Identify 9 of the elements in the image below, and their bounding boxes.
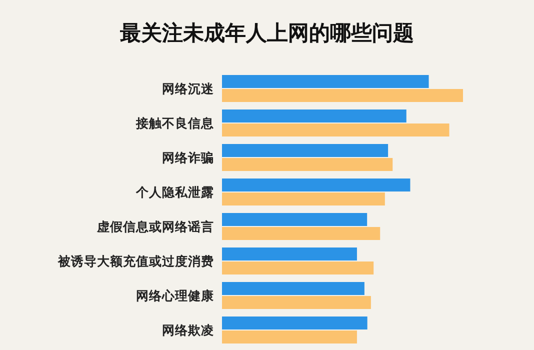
y-tick-label: 被诱导大额充值或过度消费 xyxy=(57,254,214,268)
y-tick-label: 虚假信息或网络谣言 xyxy=(96,219,214,234)
y-tick-label: 网络诈骗 xyxy=(162,150,214,165)
y-tick-label: 网络沉迷 xyxy=(162,81,214,96)
y-tick-label: 接触不良信息 xyxy=(135,116,215,130)
y-tick-label: 个人隐私泄露 xyxy=(135,184,214,200)
y-tick-label: 网络心理健康 xyxy=(136,288,215,303)
chart-title: 最关注未成年人上网的哪些问题 xyxy=(119,21,414,45)
y-tick-label: 网络欺凌 xyxy=(162,322,214,338)
